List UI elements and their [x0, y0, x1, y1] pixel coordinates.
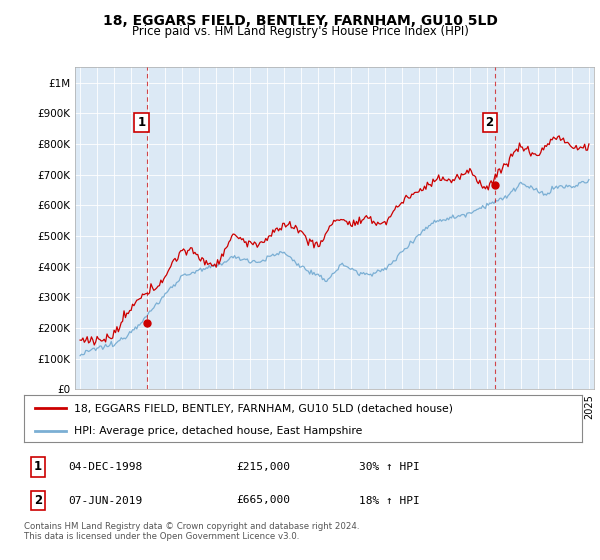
- Text: 07-JUN-2019: 07-JUN-2019: [68, 496, 143, 506]
- Text: HPI: Average price, detached house, East Hampshire: HPI: Average price, detached house, East…: [74, 426, 362, 436]
- Text: 1: 1: [137, 116, 146, 129]
- Text: 18, EGGARS FIELD, BENTLEY, FARNHAM, GU10 5LD: 18, EGGARS FIELD, BENTLEY, FARNHAM, GU10…: [103, 14, 497, 28]
- Text: 04-DEC-1998: 04-DEC-1998: [68, 462, 143, 472]
- Text: 2: 2: [34, 494, 42, 507]
- Text: 30% ↑ HPI: 30% ↑ HPI: [359, 462, 419, 472]
- Text: Contains HM Land Registry data © Crown copyright and database right 2024.
This d: Contains HM Land Registry data © Crown c…: [24, 522, 359, 542]
- Text: 18, EGGARS FIELD, BENTLEY, FARNHAM, GU10 5LD (detached house): 18, EGGARS FIELD, BENTLEY, FARNHAM, GU10…: [74, 403, 453, 413]
- Text: £665,000: £665,000: [236, 496, 290, 506]
- Text: 2: 2: [485, 116, 494, 129]
- Text: £215,000: £215,000: [236, 462, 290, 472]
- Text: 18% ↑ HPI: 18% ↑ HPI: [359, 496, 419, 506]
- Text: 1: 1: [34, 460, 42, 473]
- Text: Price paid vs. HM Land Registry's House Price Index (HPI): Price paid vs. HM Land Registry's House …: [131, 25, 469, 38]
